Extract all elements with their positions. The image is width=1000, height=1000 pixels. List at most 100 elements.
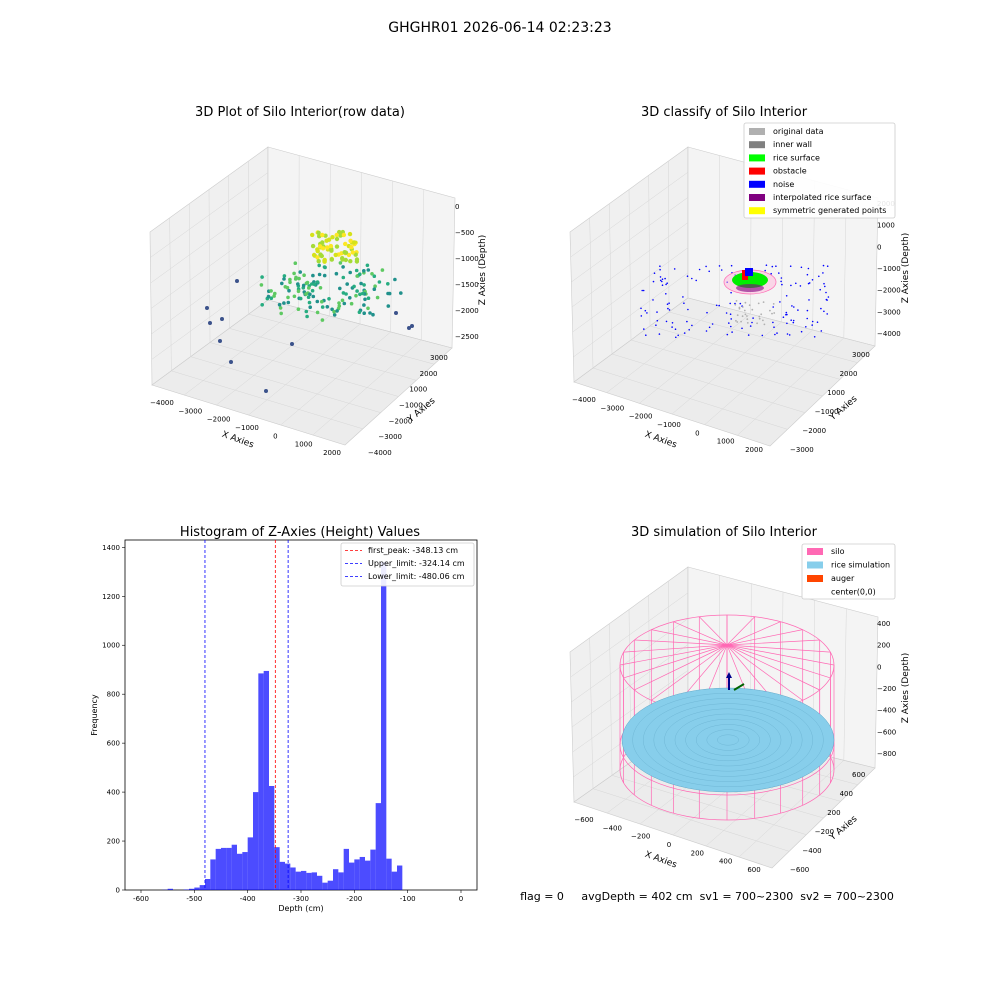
raw-point bbox=[308, 305, 313, 310]
silo-roof-wire bbox=[651, 629, 728, 646]
raw-point bbox=[380, 268, 385, 272]
sim-auger-arrow-y bbox=[733, 683, 745, 691]
raw-point bbox=[317, 263, 322, 268]
raw-point bbox=[322, 265, 327, 269]
noise-point bbox=[790, 284, 792, 287]
hist-bar bbox=[167, 888, 173, 890]
raw-point bbox=[283, 285, 288, 289]
rice-mesh-ring bbox=[685, 719, 771, 761]
noise-point bbox=[819, 288, 821, 291]
raw-xlabel: X Axies bbox=[220, 430, 255, 451]
raw-point bbox=[272, 294, 276, 298]
x-tick-label: 1000 bbox=[717, 438, 735, 446]
hist-bar bbox=[253, 792, 259, 890]
raw-point bbox=[330, 307, 334, 312]
sim-xlabel: X Axies bbox=[643, 850, 678, 871]
x-tick-label: −4000 bbox=[150, 399, 174, 407]
grid-line bbox=[737, 337, 845, 436]
hist-bar bbox=[338, 872, 344, 890]
noise-point bbox=[800, 330, 803, 333]
raw-point bbox=[334, 244, 340, 249]
noise-point bbox=[813, 336, 816, 338]
y-tick-label: −1000 bbox=[399, 402, 423, 410]
raw-point bbox=[410, 324, 414, 328]
noise-point bbox=[671, 322, 674, 324]
raw-point bbox=[343, 241, 348, 247]
x-tick-label: 2000 bbox=[745, 446, 763, 454]
z-tick-label: −2000 bbox=[877, 287, 901, 295]
raw-point bbox=[387, 291, 392, 296]
noise-point bbox=[730, 318, 732, 320]
noise-point bbox=[791, 305, 793, 307]
noise-point bbox=[666, 303, 669, 306]
raw-point bbox=[312, 282, 317, 287]
raw-point bbox=[320, 299, 324, 304]
noise-point bbox=[665, 283, 667, 286]
silo-roof-wire bbox=[726, 644, 820, 691]
raw-point bbox=[360, 291, 365, 296]
raw-point bbox=[407, 326, 411, 330]
raw-point bbox=[316, 230, 321, 235]
sim-auger-arrow-head bbox=[726, 672, 732, 678]
noise-point bbox=[811, 320, 814, 323]
raw-point bbox=[375, 295, 380, 300]
noise-point bbox=[773, 326, 775, 329]
raw-point bbox=[341, 275, 346, 280]
noise-point bbox=[683, 302, 685, 305]
original-point bbox=[758, 317, 761, 320]
raw-point bbox=[330, 235, 335, 240]
original-point bbox=[772, 303, 775, 305]
hist-bar bbox=[370, 849, 376, 890]
raw-point bbox=[315, 299, 320, 304]
z-tick-label: −2000 bbox=[455, 307, 479, 315]
original-point bbox=[736, 321, 739, 323]
hist-bar bbox=[365, 860, 371, 890]
panel-simulation-3d: 3D simulation of Silo Interior Z Axies (… bbox=[569, 525, 911, 874]
noise-point bbox=[823, 310, 825, 313]
raw-point bbox=[340, 298, 345, 303]
noise-point bbox=[646, 312, 648, 314]
raw-point bbox=[288, 277, 292, 282]
y-tick-label: 1000 bbox=[102, 642, 120, 650]
z-tick-label: 0 bbox=[877, 243, 881, 251]
y-tick-label: 2000 bbox=[840, 370, 858, 378]
hist-bar bbox=[354, 859, 360, 890]
raw-point bbox=[386, 304, 391, 308]
x-tick-label: -300 bbox=[293, 895, 309, 903]
sim-auger bbox=[726, 672, 745, 691]
noise-point bbox=[795, 282, 797, 285]
silo-roof-wire bbox=[673, 621, 728, 646]
noise-point bbox=[705, 330, 708, 332]
noise-point bbox=[664, 277, 666, 280]
hist-bar bbox=[189, 888, 195, 890]
rice-mesh-ring bbox=[643, 698, 813, 782]
raw-point bbox=[366, 296, 371, 301]
raw-point bbox=[337, 301, 341, 305]
y-tick-label: 1200 bbox=[102, 593, 120, 601]
raw-point bbox=[296, 282, 300, 286]
hist-bar bbox=[322, 882, 328, 890]
x-tick-label: −3000 bbox=[178, 407, 202, 415]
raw-point bbox=[288, 280, 292, 285]
raw-point bbox=[311, 252, 317, 258]
noise-point bbox=[658, 333, 661, 335]
raw-point bbox=[304, 292, 308, 296]
z-tick-label: −500 bbox=[455, 229, 474, 237]
raw-point bbox=[307, 286, 311, 290]
original-point bbox=[751, 308, 754, 311]
hist-bar bbox=[397, 865, 403, 890]
raw-point bbox=[334, 271, 339, 276]
noise-point bbox=[820, 307, 822, 310]
noise-point bbox=[665, 320, 668, 323]
raw-point bbox=[318, 286, 323, 290]
z-tick-label: 0 bbox=[455, 203, 459, 211]
noise-point bbox=[799, 285, 802, 287]
noise-point bbox=[691, 277, 693, 280]
hist-axes-frame bbox=[124, 539, 478, 891]
raw-point bbox=[348, 270, 353, 275]
raw-point bbox=[282, 301, 286, 305]
noise-point bbox=[780, 280, 782, 283]
x-tick-label: −4000 bbox=[572, 396, 596, 404]
original-point bbox=[762, 319, 764, 322]
panel-classify-title: 3D classify of Silo Interior bbox=[641, 105, 808, 120]
